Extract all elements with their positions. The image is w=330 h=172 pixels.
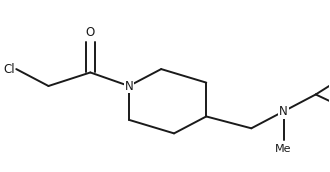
Text: N: N [125,79,133,93]
Text: O: O [86,26,95,39]
Text: Me: Me [275,144,292,154]
Text: Cl: Cl [3,63,15,76]
Text: N: N [279,105,288,118]
